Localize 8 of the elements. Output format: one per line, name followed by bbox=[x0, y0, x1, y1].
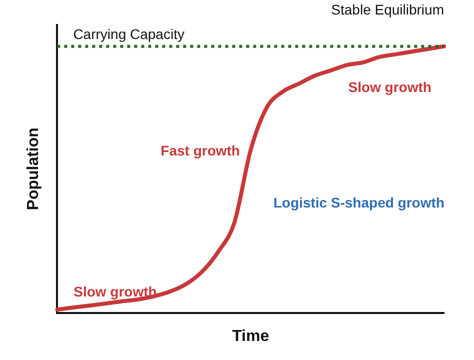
ref-line-label: Carrying Capacity bbox=[73, 26, 184, 42]
annotation: Fast growth bbox=[160, 142, 240, 158]
x-axis-title: Time bbox=[232, 328, 270, 345]
annotation: Slow growth bbox=[74, 284, 157, 300]
y-axis-title: Population bbox=[25, 128, 42, 210]
text: Stable Equilibrium bbox=[331, 1, 444, 18]
annotation: Slow growth bbox=[348, 79, 432, 96]
annotation: Logistic S-shaped growth bbox=[273, 194, 444, 210]
